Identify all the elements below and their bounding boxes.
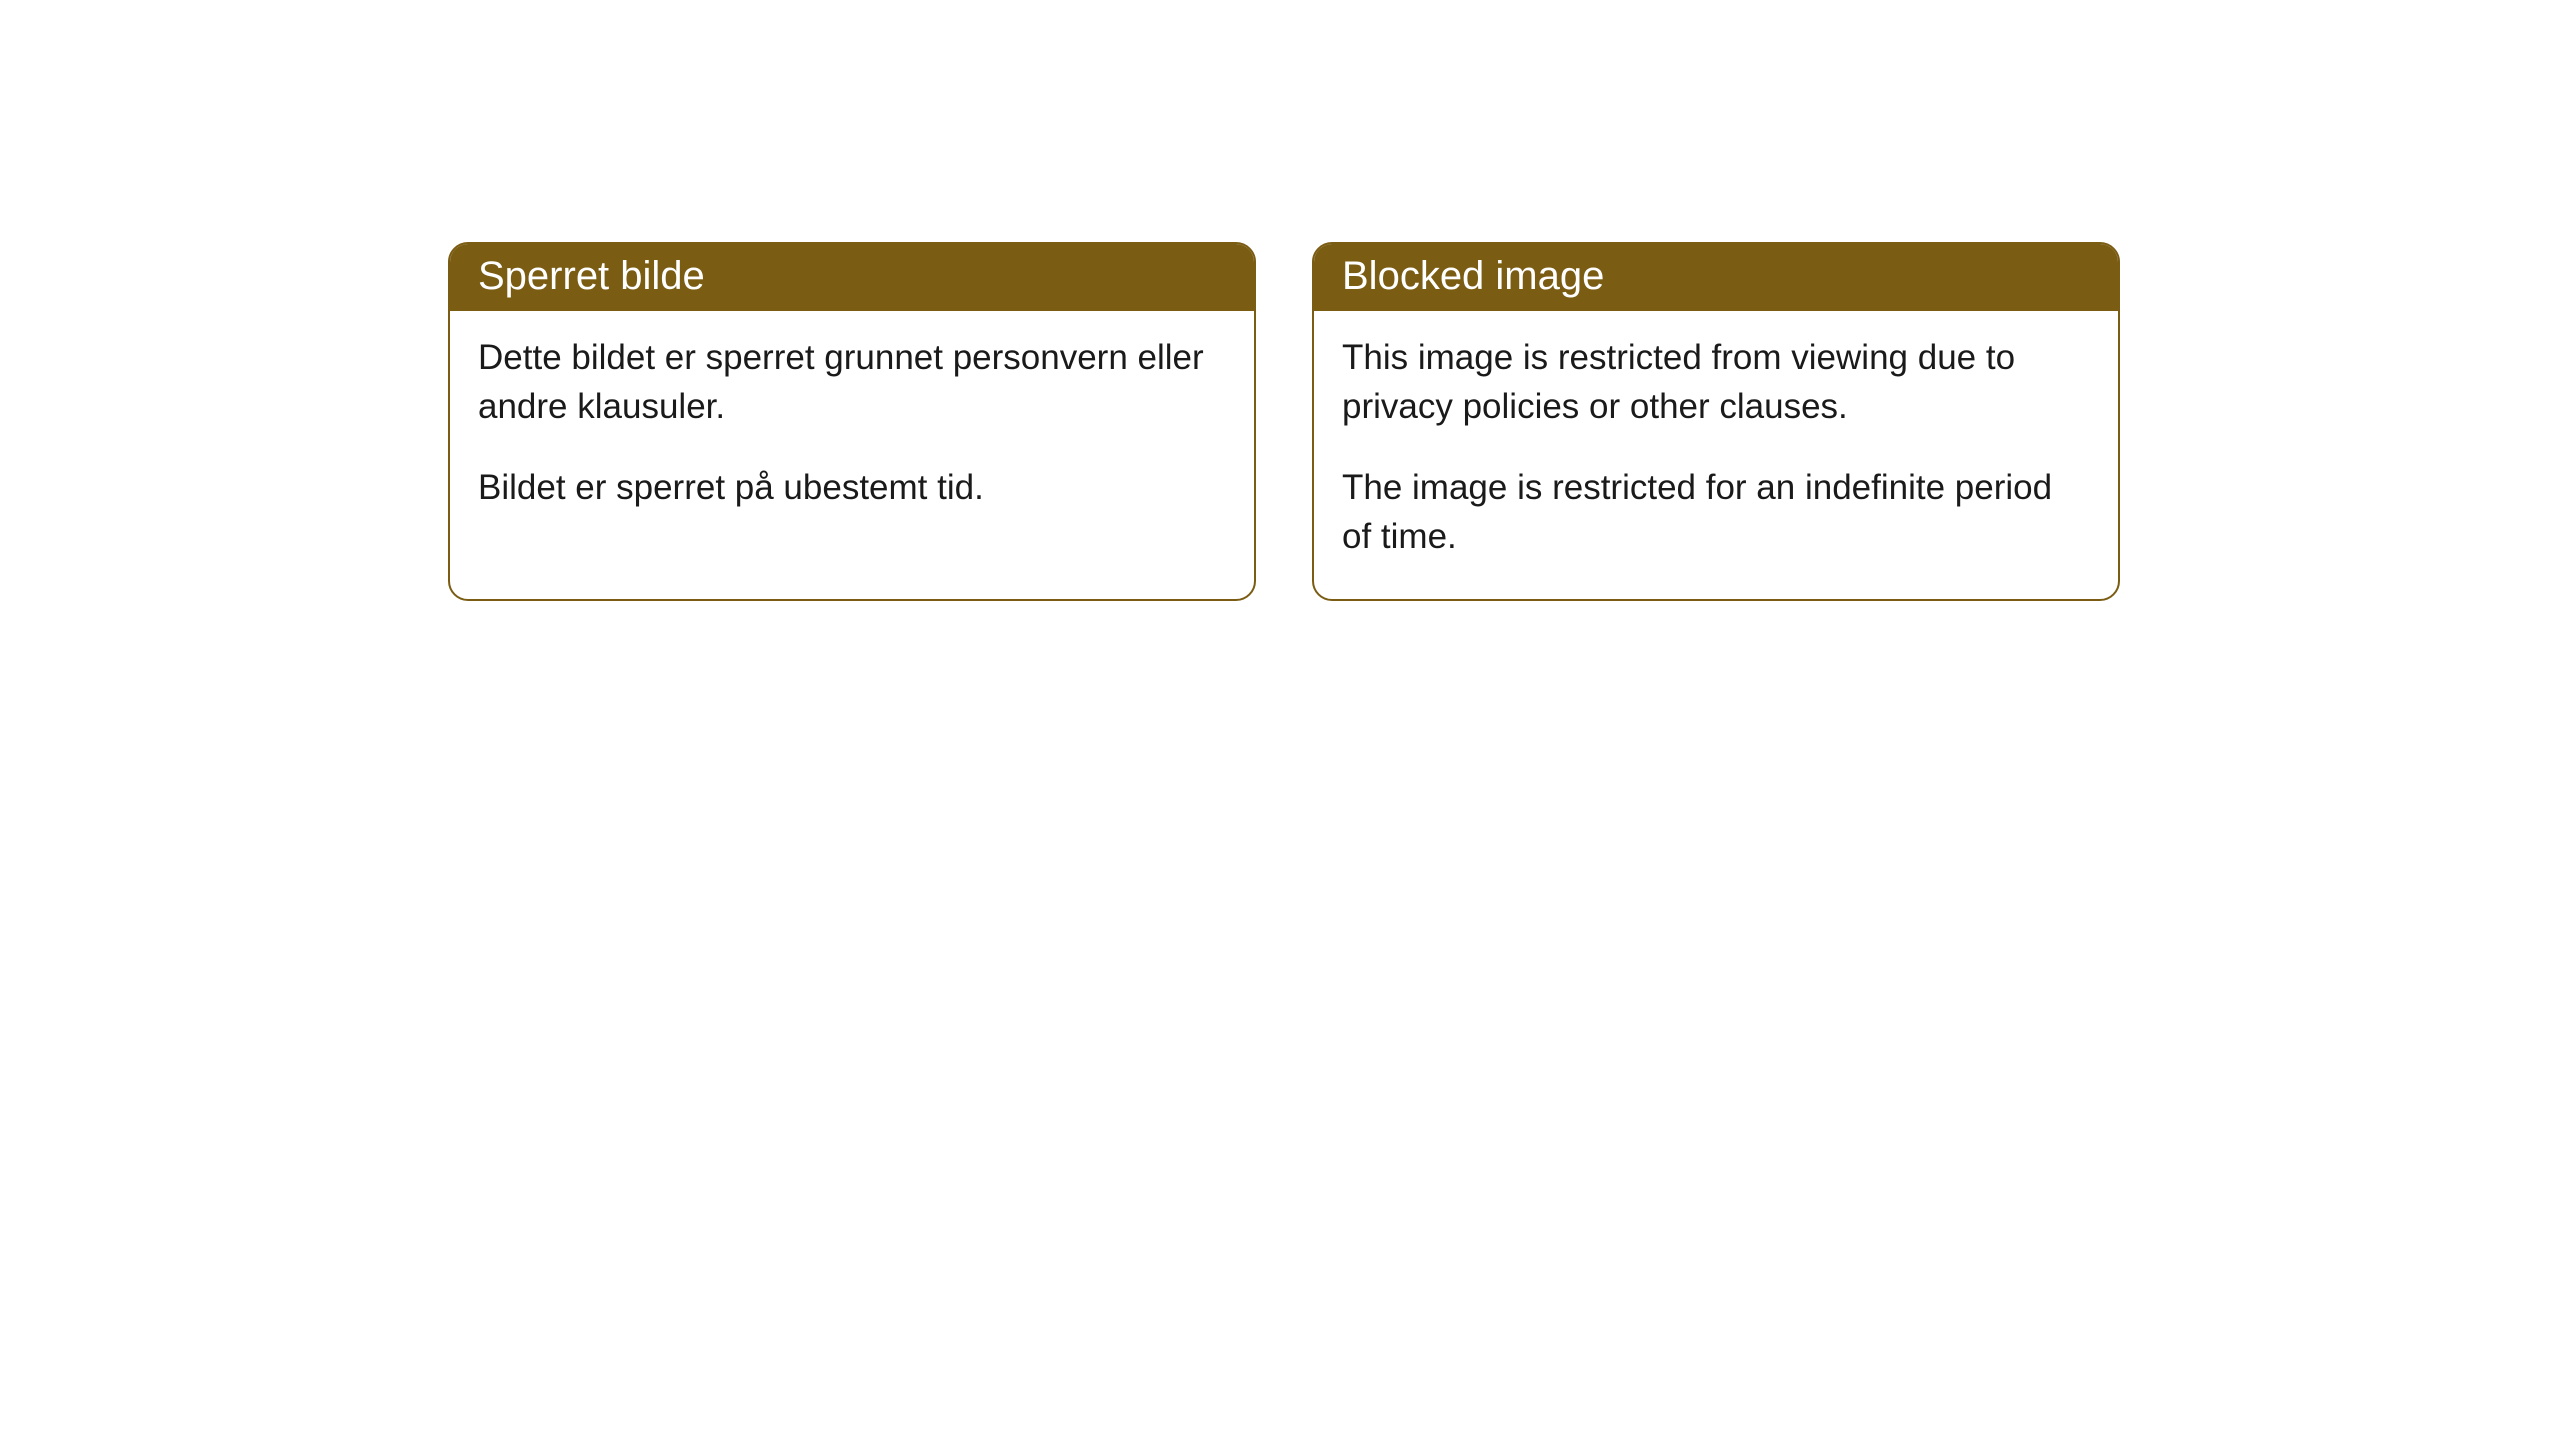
card-header-english: Blocked image <box>1314 244 2118 311</box>
card-body-english: This image is restricted from viewing du… <box>1314 311 2118 599</box>
card-paragraph-2-norwegian: Bildet er sperret på ubestemt tid. <box>478 463 1226 512</box>
card-paragraph-2-english: The image is restricted for an indefinit… <box>1342 463 2090 561</box>
card-body-norwegian: Dette bildet er sperret grunnet personve… <box>450 311 1254 550</box>
card-paragraph-1-english: This image is restricted from viewing du… <box>1342 333 2090 431</box>
card-paragraph-1-norwegian: Dette bildet er sperret grunnet personve… <box>478 333 1226 431</box>
blocked-image-card-english: Blocked image This image is restricted f… <box>1312 242 2120 601</box>
blocked-image-card-norwegian: Sperret bilde Dette bildet er sperret gr… <box>448 242 1256 601</box>
notice-container: Sperret bilde Dette bildet er sperret gr… <box>0 0 2560 601</box>
card-header-norwegian: Sperret bilde <box>450 244 1254 311</box>
